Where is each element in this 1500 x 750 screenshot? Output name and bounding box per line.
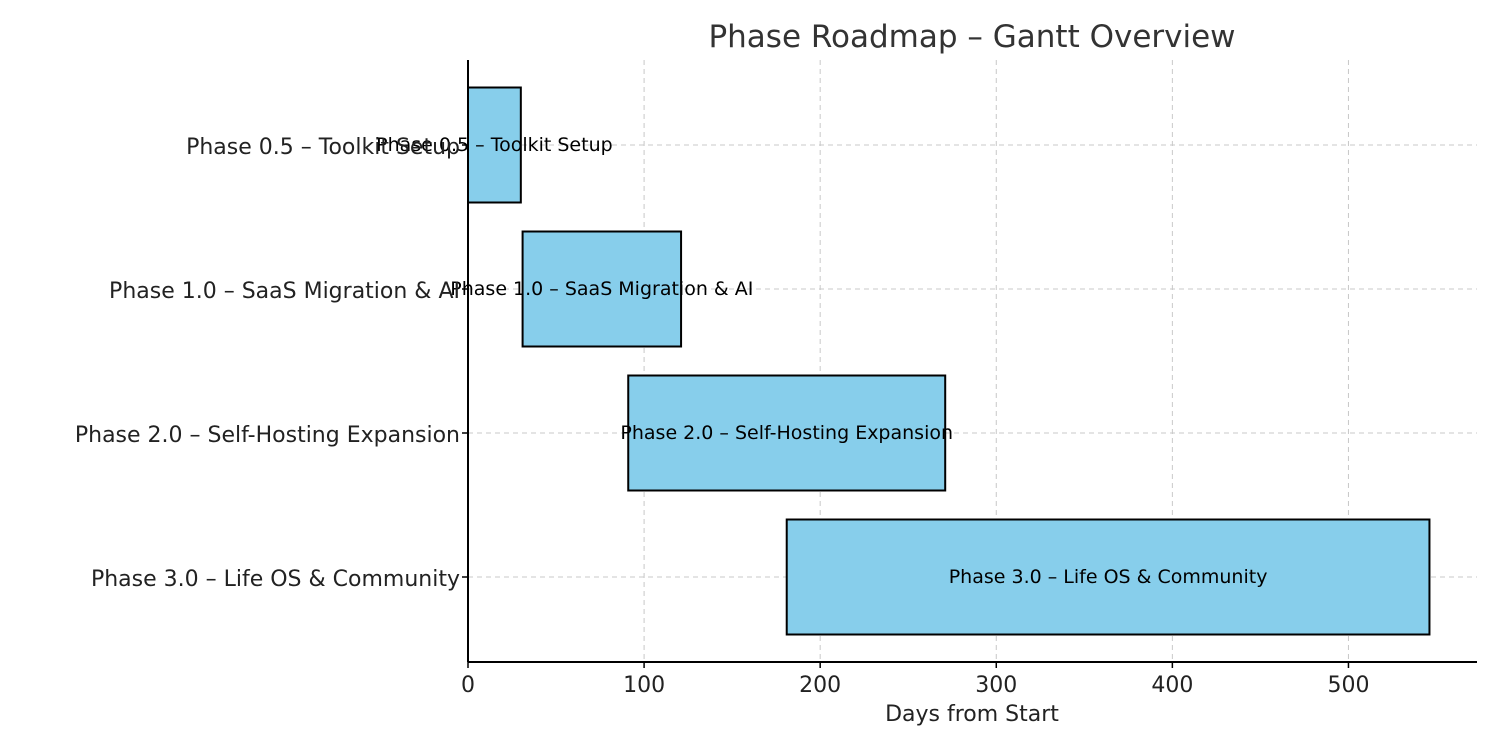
x-tick-label: 500 <box>1327 673 1369 698</box>
x-axis-label: Days from Start <box>885 702 1059 727</box>
x-tick-label: 300 <box>975 673 1017 698</box>
bar-label: Phase 3.0 – Life OS & Community <box>949 566 1268 588</box>
y-tick-label: Phase 0.5 – Toolkit Setup <box>186 135 460 160</box>
bar-label: Phase 1.0 – SaaS Migration & AI <box>450 278 753 300</box>
gantt-bar <box>785 518 1431 636</box>
axes: 0 100 200 300 400 500 Phase 0.5 – Toolkit Setu… <box>75 60 1477 698</box>
x-tick-label: 0 <box>461 673 475 698</box>
chart-title: Phase Roadmap – Gantt Overview <box>708 19 1235 55</box>
x-tick-label: 200 <box>799 673 841 698</box>
y-tick-label: Phase 2.0 – Self-Hosting Expansion <box>75 423 460 448</box>
bar-label: Phase 0.5 – Toolkit Setup <box>376 134 613 156</box>
gantt-bar <box>627 374 947 492</box>
gantt-bar <box>467 86 522 204</box>
x-tick-label: 100 <box>623 673 665 698</box>
y-tick-label: Phase 1.0 – SaaS Migration & AI <box>109 279 460 304</box>
x-tick-label: 400 <box>1151 673 1193 698</box>
y-tick-label: Phase 3.0 – Life OS & Community <box>91 567 460 592</box>
bar-labels: Phase 0.5 – Toolkit Setup Phase 1.0 – Saa… <box>376 134 1267 588</box>
gantt-bar <box>521 230 683 348</box>
bars <box>467 86 1431 636</box>
bar-label: Phase 2.0 – Self-Hosting Expansion <box>620 422 953 444</box>
